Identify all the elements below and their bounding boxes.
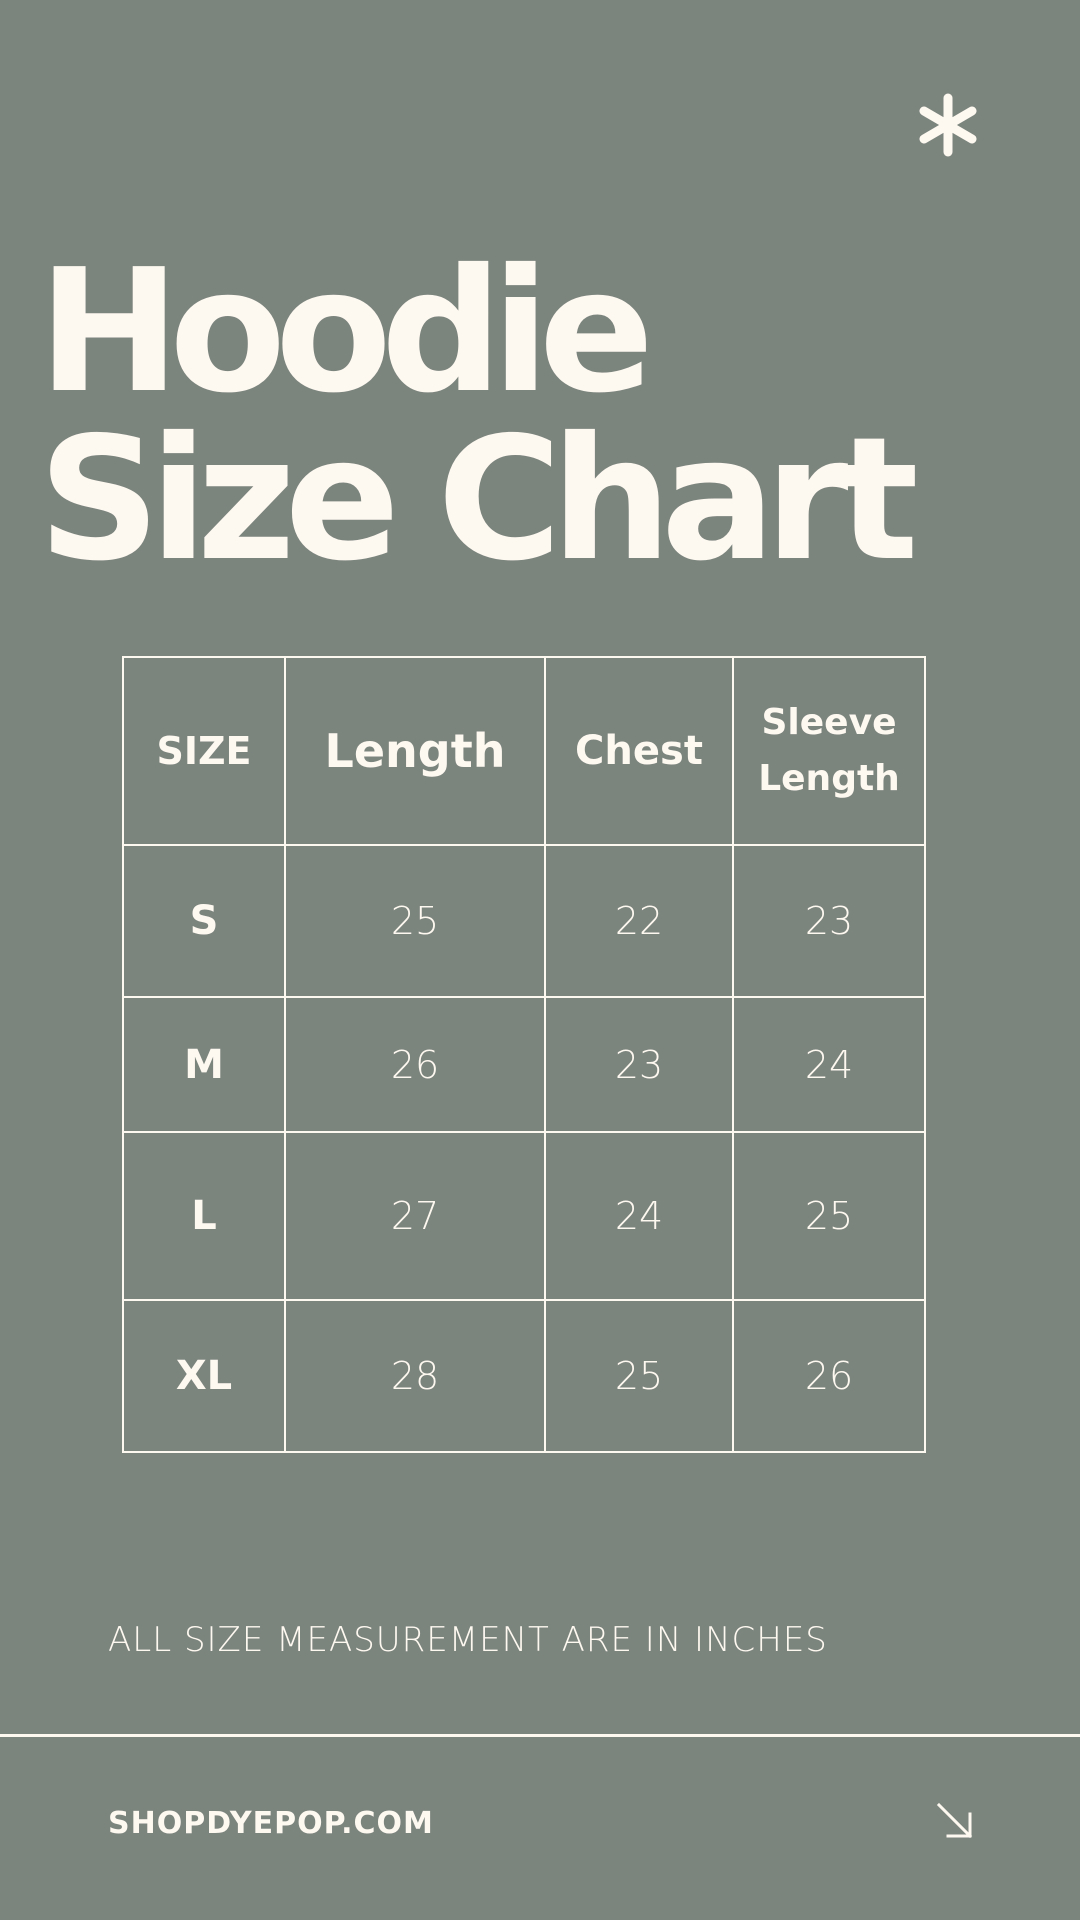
header-sleeve-length: Sleeve Length xyxy=(732,656,926,846)
chest-cell: 25 xyxy=(544,1299,734,1453)
chest-cell: 24 xyxy=(544,1131,734,1301)
sleeve-cell: 25 xyxy=(732,1131,926,1301)
sleeve-cell: 24 xyxy=(732,996,926,1133)
sleeve-cell: 23 xyxy=(732,844,926,998)
length-cell: 27 xyxy=(284,1131,546,1301)
sleeve-cell: 26 xyxy=(732,1299,926,1453)
header-length: Length xyxy=(284,656,546,846)
arrow-down-right-icon[interactable] xyxy=(936,1802,974,1840)
size-chart-table: SIZE Length Chest Sleeve Length S 25 22 … xyxy=(122,656,926,1453)
size-cell: S xyxy=(122,844,286,998)
chest-cell: 23 xyxy=(544,996,734,1133)
page-title: Hoodie Size Chart xyxy=(38,233,919,599)
header-chest: Chest xyxy=(544,656,734,846)
footer-divider xyxy=(0,1734,1080,1737)
table-row: L 27 24 25 xyxy=(122,1131,926,1301)
size-cell: M xyxy=(122,996,286,1133)
size-cell: XL xyxy=(122,1299,286,1453)
header-size: SIZE xyxy=(122,656,286,846)
length-cell: 26 xyxy=(284,996,546,1133)
table-row: S 25 22 23 xyxy=(122,844,926,998)
length-cell: 28 xyxy=(284,1299,546,1453)
chest-cell: 22 xyxy=(544,844,734,998)
size-cell: L xyxy=(122,1131,286,1301)
length-cell: 25 xyxy=(284,844,546,998)
title-line-2: Size Chart xyxy=(38,401,919,599)
title-line-1: Hoodie xyxy=(38,233,654,431)
asterisk-icon xyxy=(919,93,977,157)
table-row: M 26 23 24 xyxy=(122,996,926,1133)
website-link[interactable]: SHOPDYEPOP.COM xyxy=(108,1806,434,1841)
measurement-note: ALL SIZE MEASUREMENT ARE IN INCHES xyxy=(108,1620,828,1660)
table-row: XL 28 25 26 xyxy=(122,1299,926,1453)
table-header-row: SIZE Length Chest Sleeve Length xyxy=(122,656,926,846)
